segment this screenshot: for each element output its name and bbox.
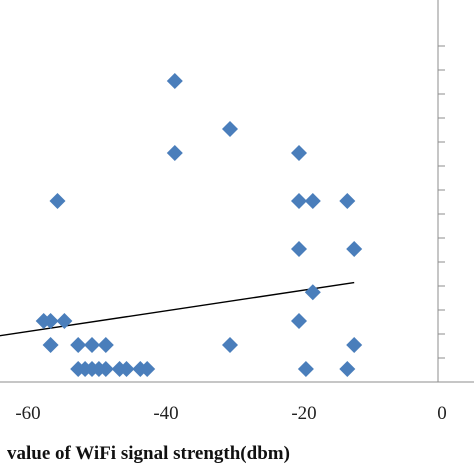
x-tick-label: -20 [291, 403, 316, 424]
data-point [291, 313, 307, 329]
data-point [291, 145, 307, 161]
data-point [346, 337, 363, 353]
x-tick-label: 0 [437, 403, 447, 424]
data-point [339, 361, 356, 377]
data-point [339, 193, 356, 209]
data-point [97, 337, 114, 353]
data-point [84, 337, 100, 353]
data-point [97, 361, 114, 377]
x-axis-title: value of WiFi signal strength(dbm) [7, 443, 290, 464]
data-point [291, 241, 307, 257]
data-point [222, 121, 238, 137]
data-points [35, 73, 363, 377]
x-tick-label: -60 [15, 403, 40, 424]
data-point [42, 337, 59, 353]
x-tick-label: -40 [153, 403, 178, 424]
data-point [70, 337, 87, 353]
data-point [297, 361, 314, 377]
data-point [166, 145, 183, 161]
data-point [291, 193, 307, 209]
data-point [304, 284, 321, 301]
data-point [222, 337, 238, 353]
trendline [0, 281, 355, 337]
data-point [304, 193, 321, 209]
x-axis-ticks: -60 -40 -20 0 [15, 403, 446, 424]
data-point [166, 73, 183, 89]
y-axis-ticks [438, 45, 445, 383]
data-point [56, 313, 73, 329]
data-point [139, 361, 156, 377]
data-point [49, 193, 66, 209]
data-point [118, 361, 135, 377]
data-point [42, 313, 59, 329]
data-point [346, 241, 363, 257]
